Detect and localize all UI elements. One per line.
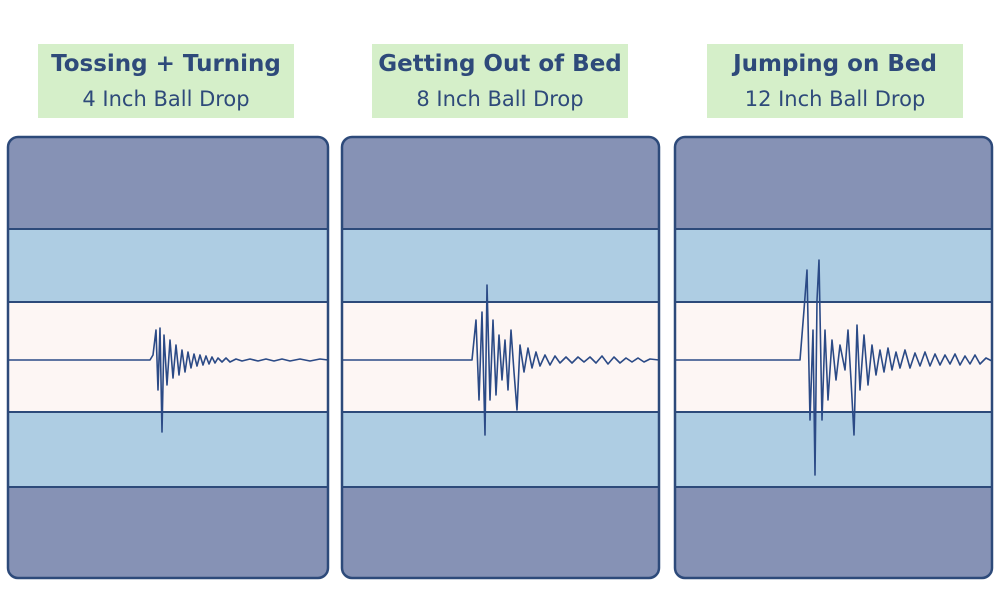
mattress-panel xyxy=(342,137,659,578)
panel-title: Tossing + Turning xyxy=(51,51,281,77)
label-box xyxy=(707,44,963,118)
mattress-panel xyxy=(8,137,328,578)
waveform xyxy=(8,327,328,433)
waveform xyxy=(675,259,992,476)
panel-title: Jumping on Bed xyxy=(731,51,937,77)
panel-subtitle: 12 Inch Ball Drop xyxy=(745,87,926,111)
panel-title: Getting Out of Bed xyxy=(378,51,622,77)
panel-subtitle: 4 Inch Ball Drop xyxy=(82,87,249,111)
label-box xyxy=(38,44,294,118)
waveform xyxy=(342,284,659,436)
label-box xyxy=(372,44,628,118)
panel-subtitle: 8 Inch Ball Drop xyxy=(416,87,583,111)
mattress-panel xyxy=(675,137,992,578)
